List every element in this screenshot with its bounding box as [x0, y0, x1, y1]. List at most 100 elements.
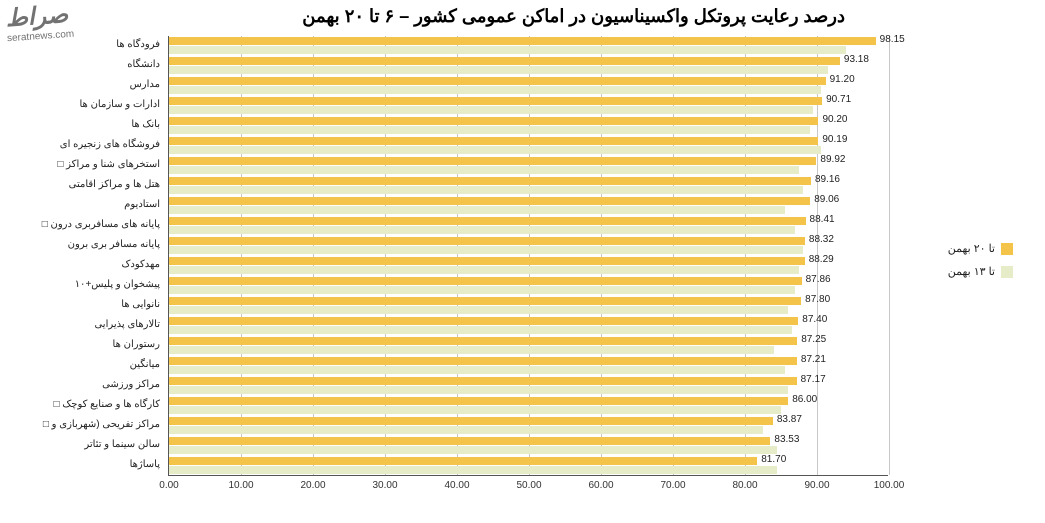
category-label: استادیوم — [24, 199, 164, 210]
value-label: 83.87 — [775, 414, 802, 425]
value-label: 89.92 — [818, 154, 845, 165]
bar-series-2 — [169, 226, 795, 234]
category-label: پیشخوان و پلیس+۱۰ — [24, 279, 164, 290]
bar-series-1 — [169, 57, 840, 65]
x-tick-label: 60.00 — [588, 480, 613, 491]
category-label: فرودگاه ها — [24, 39, 164, 50]
category-label: مراکز ورزشی — [24, 379, 164, 390]
legend-label-1: تا ۲۰ بهمن — [948, 242, 995, 255]
category-label: فروشگاه های زنجیره ای — [24, 139, 164, 150]
x-tick-label: 90.00 — [804, 480, 829, 491]
bar-series-1 — [169, 257, 805, 265]
value-label: 81.70 — [759, 454, 786, 465]
bar-series-2 — [169, 206, 785, 214]
x-tick-label: 100.00 — [874, 480, 905, 491]
chart-row: ادارات و سازمان ها90.71 — [169, 96, 888, 116]
category-label: رستوران ها — [24, 339, 164, 350]
bar-series-2 — [169, 426, 763, 434]
chart-row: رستوران ها87.25 — [169, 336, 888, 356]
x-tick-label: 30.00 — [372, 480, 397, 491]
watermark-line1: صراط — [5, 0, 74, 33]
value-label: 88.29 — [807, 254, 834, 265]
x-tick-label: 70.00 — [660, 480, 685, 491]
category-label: میانگین — [24, 359, 164, 370]
bar-series-1 — [169, 77, 826, 85]
x-tick-label: 20.00 — [300, 480, 325, 491]
category-label: بانک ها — [24, 119, 164, 130]
chart-row: مدارس91.20 — [169, 76, 888, 96]
chart-row: سالن سینما و تئاتر83.53 — [169, 436, 888, 456]
category-label: کارگاه ها و صنایع کوچک □ — [24, 399, 164, 410]
bar-series-1 — [169, 337, 797, 345]
bar-series-2 — [169, 86, 821, 94]
bar-series-1 — [169, 277, 802, 285]
category-label: پایانه های مسافربری درون □ — [24, 219, 164, 230]
bar-series-1 — [169, 237, 805, 245]
chart-title: درصد رعایت پروتکل واکسیناسیون در اماکن ع… — [302, 6, 845, 27]
value-label: 90.20 — [820, 114, 847, 125]
chart-row: پیشخوان و پلیس+۱۰87.86 — [169, 276, 888, 296]
value-label: 87.17 — [799, 374, 826, 385]
bar-series-2 — [169, 306, 788, 314]
chart-row: فرودگاه ها98.15 — [169, 36, 888, 56]
chart-row: مراکز ورزشی87.17 — [169, 376, 888, 396]
category-label: دانشگاه — [24, 59, 164, 70]
value-label: 93.18 — [842, 54, 869, 65]
value-label: 87.86 — [804, 274, 831, 285]
bar-series-1 — [169, 37, 876, 45]
bar-series-1 — [169, 397, 788, 405]
value-label: 88.41 — [808, 214, 835, 225]
bar-series-1 — [169, 177, 811, 185]
chart-row: پاساژها81.70 — [169, 456, 888, 476]
legend-label-2: تا ۱۳ بهمن — [948, 265, 995, 278]
bar-series-2 — [169, 346, 774, 354]
category-label: پایانه مسافر بری برون — [24, 239, 164, 250]
bar-series-1 — [169, 457, 757, 465]
bar-series-1 — [169, 217, 806, 225]
value-label: 90.19 — [820, 134, 847, 145]
bar-series-2 — [169, 286, 795, 294]
bar-series-1 — [169, 417, 773, 425]
bar-series-1 — [169, 97, 822, 105]
bar-series-1 — [169, 437, 770, 445]
chart-row: پایانه مسافر بری برون88.32 — [169, 236, 888, 256]
bar-series-1 — [169, 117, 818, 125]
x-tick-label: 50.00 — [516, 480, 541, 491]
legend-swatch-2 — [1001, 266, 1013, 278]
value-label: 87.21 — [799, 354, 826, 365]
value-label: 87.80 — [803, 294, 830, 305]
bar-series-2 — [169, 186, 803, 194]
legend-item-2: تا ۱۳ بهمن — [948, 265, 1013, 278]
bar-series-1 — [169, 197, 810, 205]
chart-row: هتل ها و مراکز اقامتی89.16 — [169, 176, 888, 196]
bar-series-2 — [169, 246, 803, 254]
x-tick-label: 40.00 — [444, 480, 469, 491]
bar-series-1 — [169, 137, 818, 145]
bar-series-1 — [169, 297, 801, 305]
chart-row: کارگاه ها و صنایع کوچک □86.00 — [169, 396, 888, 416]
value-label: 91.20 — [828, 74, 855, 85]
legend-item-1: تا ۲۰ بهمن — [948, 242, 1013, 255]
bar-series-2 — [169, 366, 785, 374]
bar-series-2 — [169, 106, 813, 114]
category-label: هتل ها و مراکز اقامتی — [24, 179, 164, 190]
category-label: پاساژها — [24, 459, 164, 470]
bar-series-1 — [169, 157, 816, 165]
category-label: مهدکودک — [24, 259, 164, 270]
chart-row: بانک ها90.20 — [169, 116, 888, 136]
category-label: مدارس — [24, 79, 164, 90]
bar-series-2 — [169, 406, 781, 414]
bar-series-2 — [169, 146, 821, 154]
plot-area: 0.0010.0020.0030.0040.0050.0060.0070.008… — [168, 36, 888, 476]
legend: تا ۲۰ بهمن تا ۱۳ بهمن — [948, 242, 1013, 288]
chart-row: دانشگاه93.18 — [169, 56, 888, 76]
legend-swatch-1 — [1001, 243, 1013, 255]
bar-series-2 — [169, 126, 810, 134]
bar-series-2 — [169, 46, 846, 54]
bar-series-2 — [169, 66, 828, 74]
value-label: 87.40 — [800, 314, 827, 325]
chart-row: پایانه های مسافربری درون □88.41 — [169, 216, 888, 236]
bar-series-1 — [169, 357, 797, 365]
chart-row: نانوایی ها87.80 — [169, 296, 888, 316]
value-label: 89.06 — [812, 194, 839, 205]
